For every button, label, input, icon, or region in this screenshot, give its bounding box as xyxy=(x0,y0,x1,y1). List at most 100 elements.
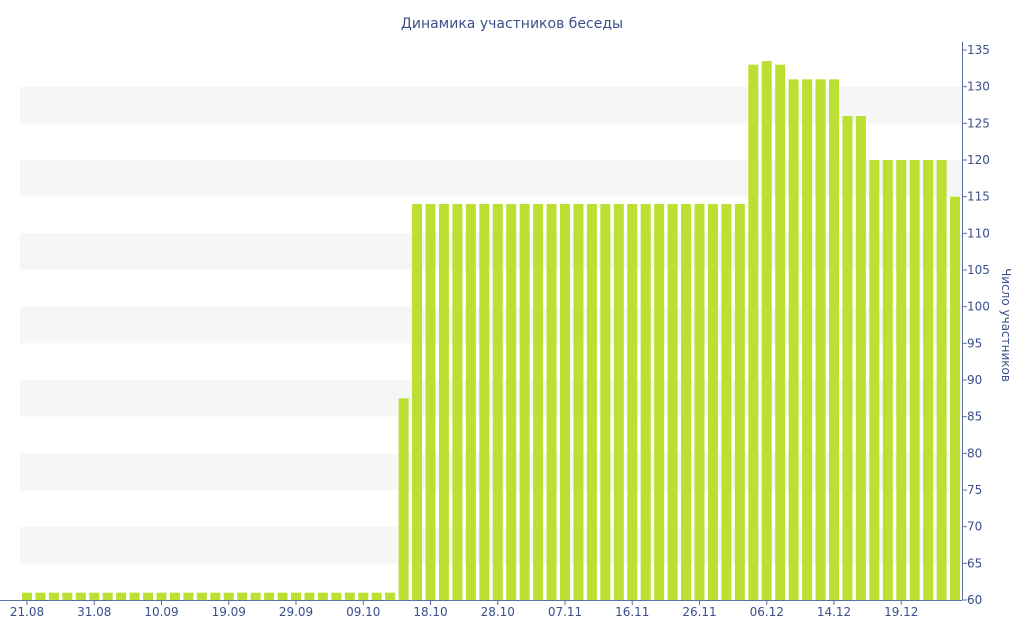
bar-series xyxy=(22,61,961,601)
bar xyxy=(465,204,476,600)
y-tick-label: 125 xyxy=(967,116,990,130)
x-tick-label: 09.10 xyxy=(346,605,380,619)
bar xyxy=(412,204,423,600)
bar xyxy=(869,160,880,600)
bar xyxy=(35,592,46,600)
bar xyxy=(183,592,194,600)
x-tick-label: 14.12 xyxy=(817,605,851,619)
bar xyxy=(506,204,517,600)
bar xyxy=(546,204,557,600)
bar xyxy=(304,592,315,600)
bar xyxy=(210,592,221,600)
y-tick-label: 85 xyxy=(967,410,982,424)
bar xyxy=(533,204,544,600)
bar xyxy=(667,204,678,600)
bar xyxy=(331,592,342,600)
bar xyxy=(896,160,907,600)
bar xyxy=(250,592,261,600)
bar xyxy=(479,204,490,600)
y-tick-label: 90 xyxy=(967,373,982,387)
bar xyxy=(129,592,140,600)
bar xyxy=(734,204,745,600)
axes: 60 65 70 75 80 85 90 95 100 105 110 115 120 125 130 135… xyxy=(0,42,990,619)
bar xyxy=(802,79,813,601)
bar xyxy=(519,204,530,600)
bar xyxy=(385,592,396,600)
bar xyxy=(923,160,934,600)
bar xyxy=(237,592,248,600)
bar xyxy=(950,196,961,600)
bar xyxy=(560,204,570,600)
x-tick-label: 21.08 xyxy=(10,605,44,619)
x-tick-label: 31.08 xyxy=(77,605,111,619)
bar xyxy=(815,79,826,601)
bar xyxy=(317,592,328,600)
x-tick-label: 06.12 xyxy=(750,605,784,619)
bar xyxy=(344,592,355,600)
y-tick-label: 115 xyxy=(967,190,990,204)
bar xyxy=(882,160,893,600)
bar xyxy=(425,204,436,600)
y-tick-label: 80 xyxy=(967,446,982,460)
bar xyxy=(936,160,947,600)
bar xyxy=(371,592,382,600)
x-tick-label: 19.09 xyxy=(212,605,246,619)
bar xyxy=(452,204,463,600)
bar xyxy=(156,592,167,600)
y-tick-label: 70 xyxy=(967,520,982,534)
bar xyxy=(842,116,853,600)
y-tick-label: 130 xyxy=(967,80,990,94)
bar xyxy=(627,204,638,600)
y-tick-label: 100 xyxy=(967,300,990,314)
bar xyxy=(694,204,705,600)
bar xyxy=(358,592,369,600)
bar xyxy=(761,61,772,600)
bar xyxy=(573,204,584,600)
x-tick-label: 26.11 xyxy=(682,605,716,619)
x-tick-label: 07.11 xyxy=(548,605,582,619)
bar xyxy=(169,592,180,600)
y-tick-label: 60 xyxy=(967,593,982,607)
bar xyxy=(613,204,624,600)
bar xyxy=(291,592,301,600)
bar xyxy=(22,592,32,600)
bar xyxy=(721,204,732,600)
bar xyxy=(775,64,786,600)
y-tick-label: 110 xyxy=(967,226,990,240)
y-tick-label: 75 xyxy=(967,483,982,497)
y-tick-label: 105 xyxy=(967,263,990,277)
bar xyxy=(600,204,611,600)
bar xyxy=(116,592,127,600)
bar xyxy=(264,592,275,600)
bar xyxy=(788,79,799,601)
chart-title: Динамика участников беседы xyxy=(401,16,623,32)
bar xyxy=(223,592,234,600)
bar xyxy=(681,204,692,600)
y-tick-label: 65 xyxy=(967,556,982,570)
bar xyxy=(748,64,759,600)
bar xyxy=(438,204,449,600)
bar xyxy=(62,592,73,600)
x-tick-label: 29.09 xyxy=(279,605,313,619)
x-tick-label: 16.11 xyxy=(615,605,649,619)
bar xyxy=(277,592,288,600)
bar xyxy=(640,204,651,600)
bar xyxy=(707,204,718,600)
y-axis-label: Число участников xyxy=(999,268,1013,382)
bar xyxy=(909,160,920,600)
bar xyxy=(398,398,409,600)
bar xyxy=(586,204,597,600)
bar xyxy=(48,592,59,600)
bar xyxy=(75,592,86,600)
x-tick-label: 10.09 xyxy=(144,605,178,619)
bar xyxy=(829,79,839,601)
y-tick-label: 95 xyxy=(967,336,982,350)
x-tick-label: 18.10 xyxy=(413,605,447,619)
y-tick-label: 120 xyxy=(967,153,990,167)
bar xyxy=(143,592,154,600)
bar xyxy=(492,204,503,600)
bar xyxy=(89,592,100,600)
bar xyxy=(855,116,866,600)
